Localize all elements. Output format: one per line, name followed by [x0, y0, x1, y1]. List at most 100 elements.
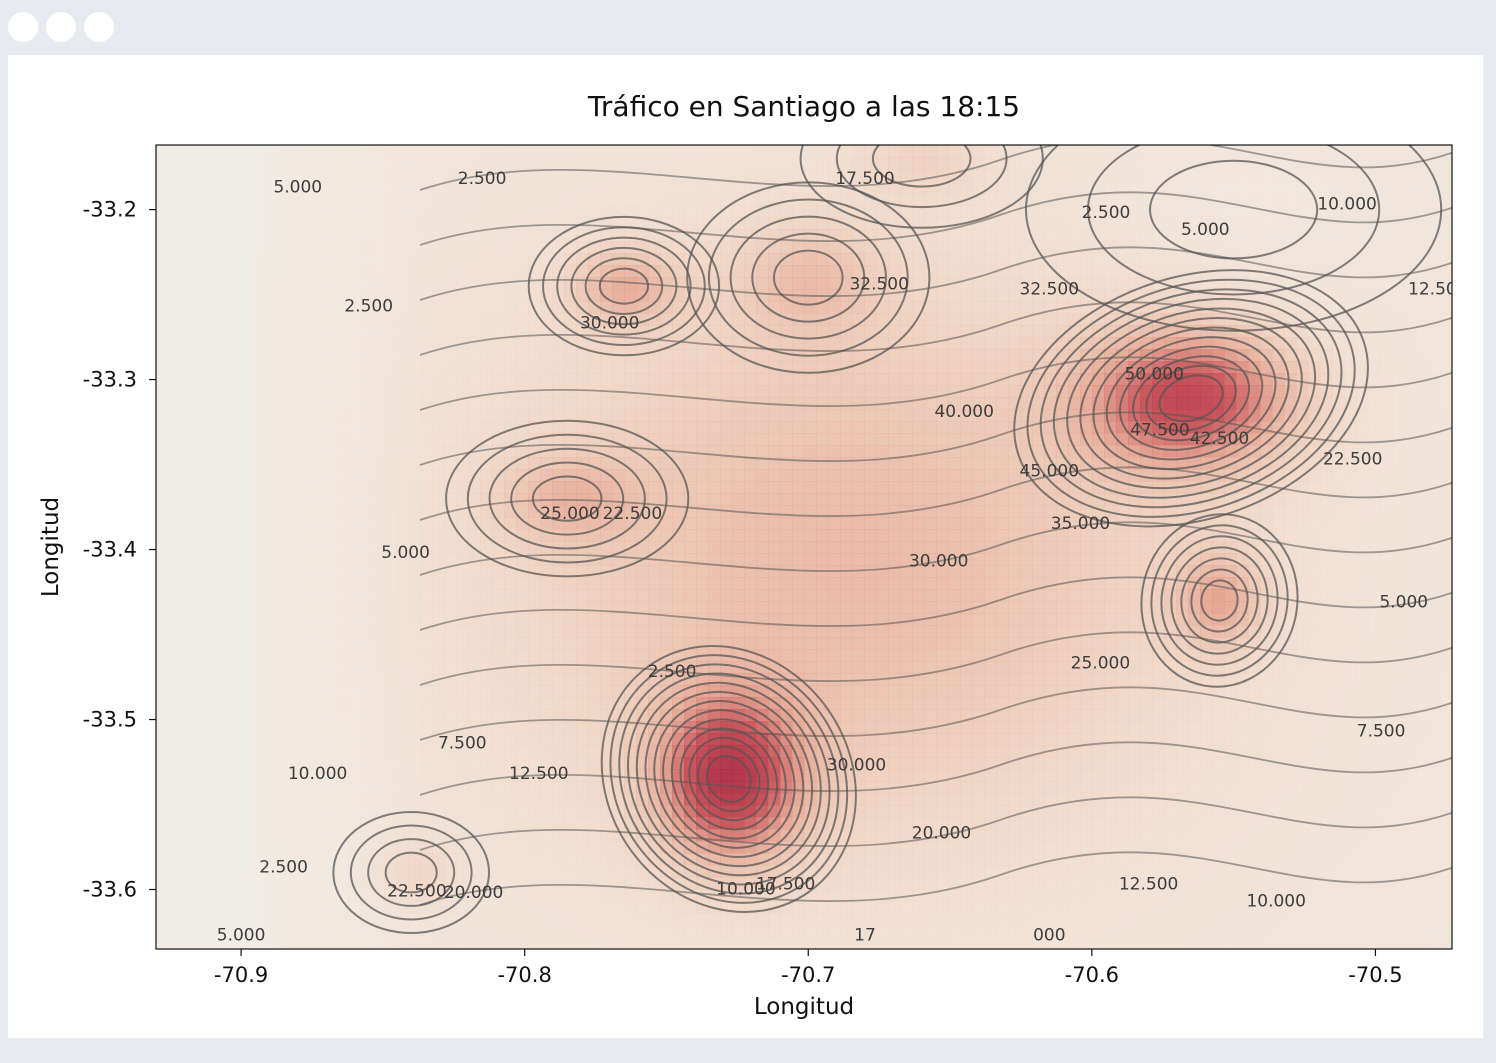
heat-cell [972, 313, 985, 326]
heat-cell [696, 217, 709, 230]
heat-cell [480, 697, 493, 710]
heat-cell [1392, 157, 1405, 170]
heat-cell [780, 337, 793, 350]
heat-cell [612, 589, 625, 602]
heat-cell [588, 301, 601, 314]
heat-cell [768, 529, 781, 542]
heat-cell [408, 469, 421, 482]
heat-cell [324, 157, 337, 170]
heat-cell [588, 721, 601, 734]
heat-cell [504, 325, 517, 338]
heat-cell [648, 493, 661, 506]
heat-cell [864, 481, 877, 494]
heat-cell [1056, 637, 1069, 650]
heat-cell [588, 637, 601, 650]
heat-cell [912, 217, 925, 230]
heat-cell [588, 733, 601, 746]
heat-cell [1200, 229, 1213, 242]
heat-cell [1092, 601, 1105, 614]
window-close-dot[interactable] [8, 12, 38, 42]
heat-cell [852, 553, 865, 566]
heat-cell [816, 625, 829, 638]
heat-cell [516, 733, 529, 746]
heat-cell [1356, 577, 1369, 590]
heat-cell [264, 685, 277, 698]
heat-cell [672, 457, 685, 470]
heat-cell [336, 481, 349, 494]
heat-cell [672, 157, 685, 170]
heat-cell [276, 361, 289, 374]
heat-cell [1044, 601, 1057, 614]
heat-cell [444, 157, 457, 170]
heat-cell [1176, 181, 1189, 194]
heat-cell [768, 721, 781, 734]
heat-cell [1104, 589, 1117, 602]
heat-cell [660, 157, 673, 170]
heat-cell [720, 373, 733, 386]
heat-cell [1416, 205, 1429, 218]
heat-cell [1356, 205, 1369, 218]
heat-cell [372, 397, 385, 410]
heat-cell [780, 565, 793, 578]
heat-cell [852, 169, 865, 182]
heat-cell [924, 625, 937, 638]
heat-cell [372, 625, 385, 638]
heat-cell [408, 421, 421, 434]
heat-cell [1344, 565, 1357, 578]
heat-cell [540, 589, 553, 602]
heat-cell [288, 445, 301, 458]
heat-cell [696, 229, 709, 242]
heat-cell [324, 505, 337, 518]
heat-cell [1008, 613, 1021, 626]
heat-cell [1320, 685, 1333, 698]
heat-cell [996, 625, 1009, 638]
heat-cell [984, 349, 997, 362]
heat-cell [336, 649, 349, 662]
heat-cell [336, 553, 349, 566]
heat-cell [792, 337, 805, 350]
heat-cell [1020, 541, 1033, 554]
heat-cell [1404, 541, 1417, 554]
heat-cell [408, 301, 421, 314]
heat-cell [312, 241, 325, 254]
heat-cell [720, 697, 733, 710]
heat-cell [768, 169, 781, 182]
heat-cell [348, 601, 361, 614]
heat-cell [1200, 277, 1213, 290]
heat-cell [612, 541, 625, 554]
heat-cell [1152, 721, 1165, 734]
heat-cell [852, 301, 865, 314]
heat-cell [576, 205, 589, 218]
heat-cell [1224, 481, 1237, 494]
window-maximize-dot[interactable] [84, 12, 114, 42]
heat-cell [912, 577, 925, 590]
heat-cell [960, 457, 973, 470]
heat-cell [900, 409, 913, 422]
heat-cell [360, 577, 373, 590]
heat-cell [720, 277, 733, 290]
heat-cell [492, 589, 505, 602]
heat-cell [288, 613, 301, 626]
heat-cell [1404, 577, 1417, 590]
heat-cell [288, 373, 301, 386]
heat-cell [516, 145, 529, 158]
heat-cell [1368, 565, 1381, 578]
heat-cell [1320, 445, 1333, 458]
heat-cell [996, 601, 1009, 614]
heat-cell [1404, 661, 1417, 674]
heat-cell [816, 241, 829, 254]
heat-cell [972, 409, 985, 422]
heat-cell [540, 145, 553, 158]
heat-cell [1332, 265, 1345, 278]
heat-cell [1164, 205, 1177, 218]
window-minimize-dot[interactable] [46, 12, 76, 42]
heat-cell [528, 577, 541, 590]
heat-cell [1080, 253, 1093, 266]
heat-cell [1032, 613, 1045, 626]
heat-cell [1020, 337, 1033, 350]
heat-cell [840, 697, 853, 710]
heat-cell [1260, 181, 1273, 194]
heat-cell [420, 577, 433, 590]
heat-cell [1320, 253, 1333, 266]
heat-cell [552, 361, 565, 374]
